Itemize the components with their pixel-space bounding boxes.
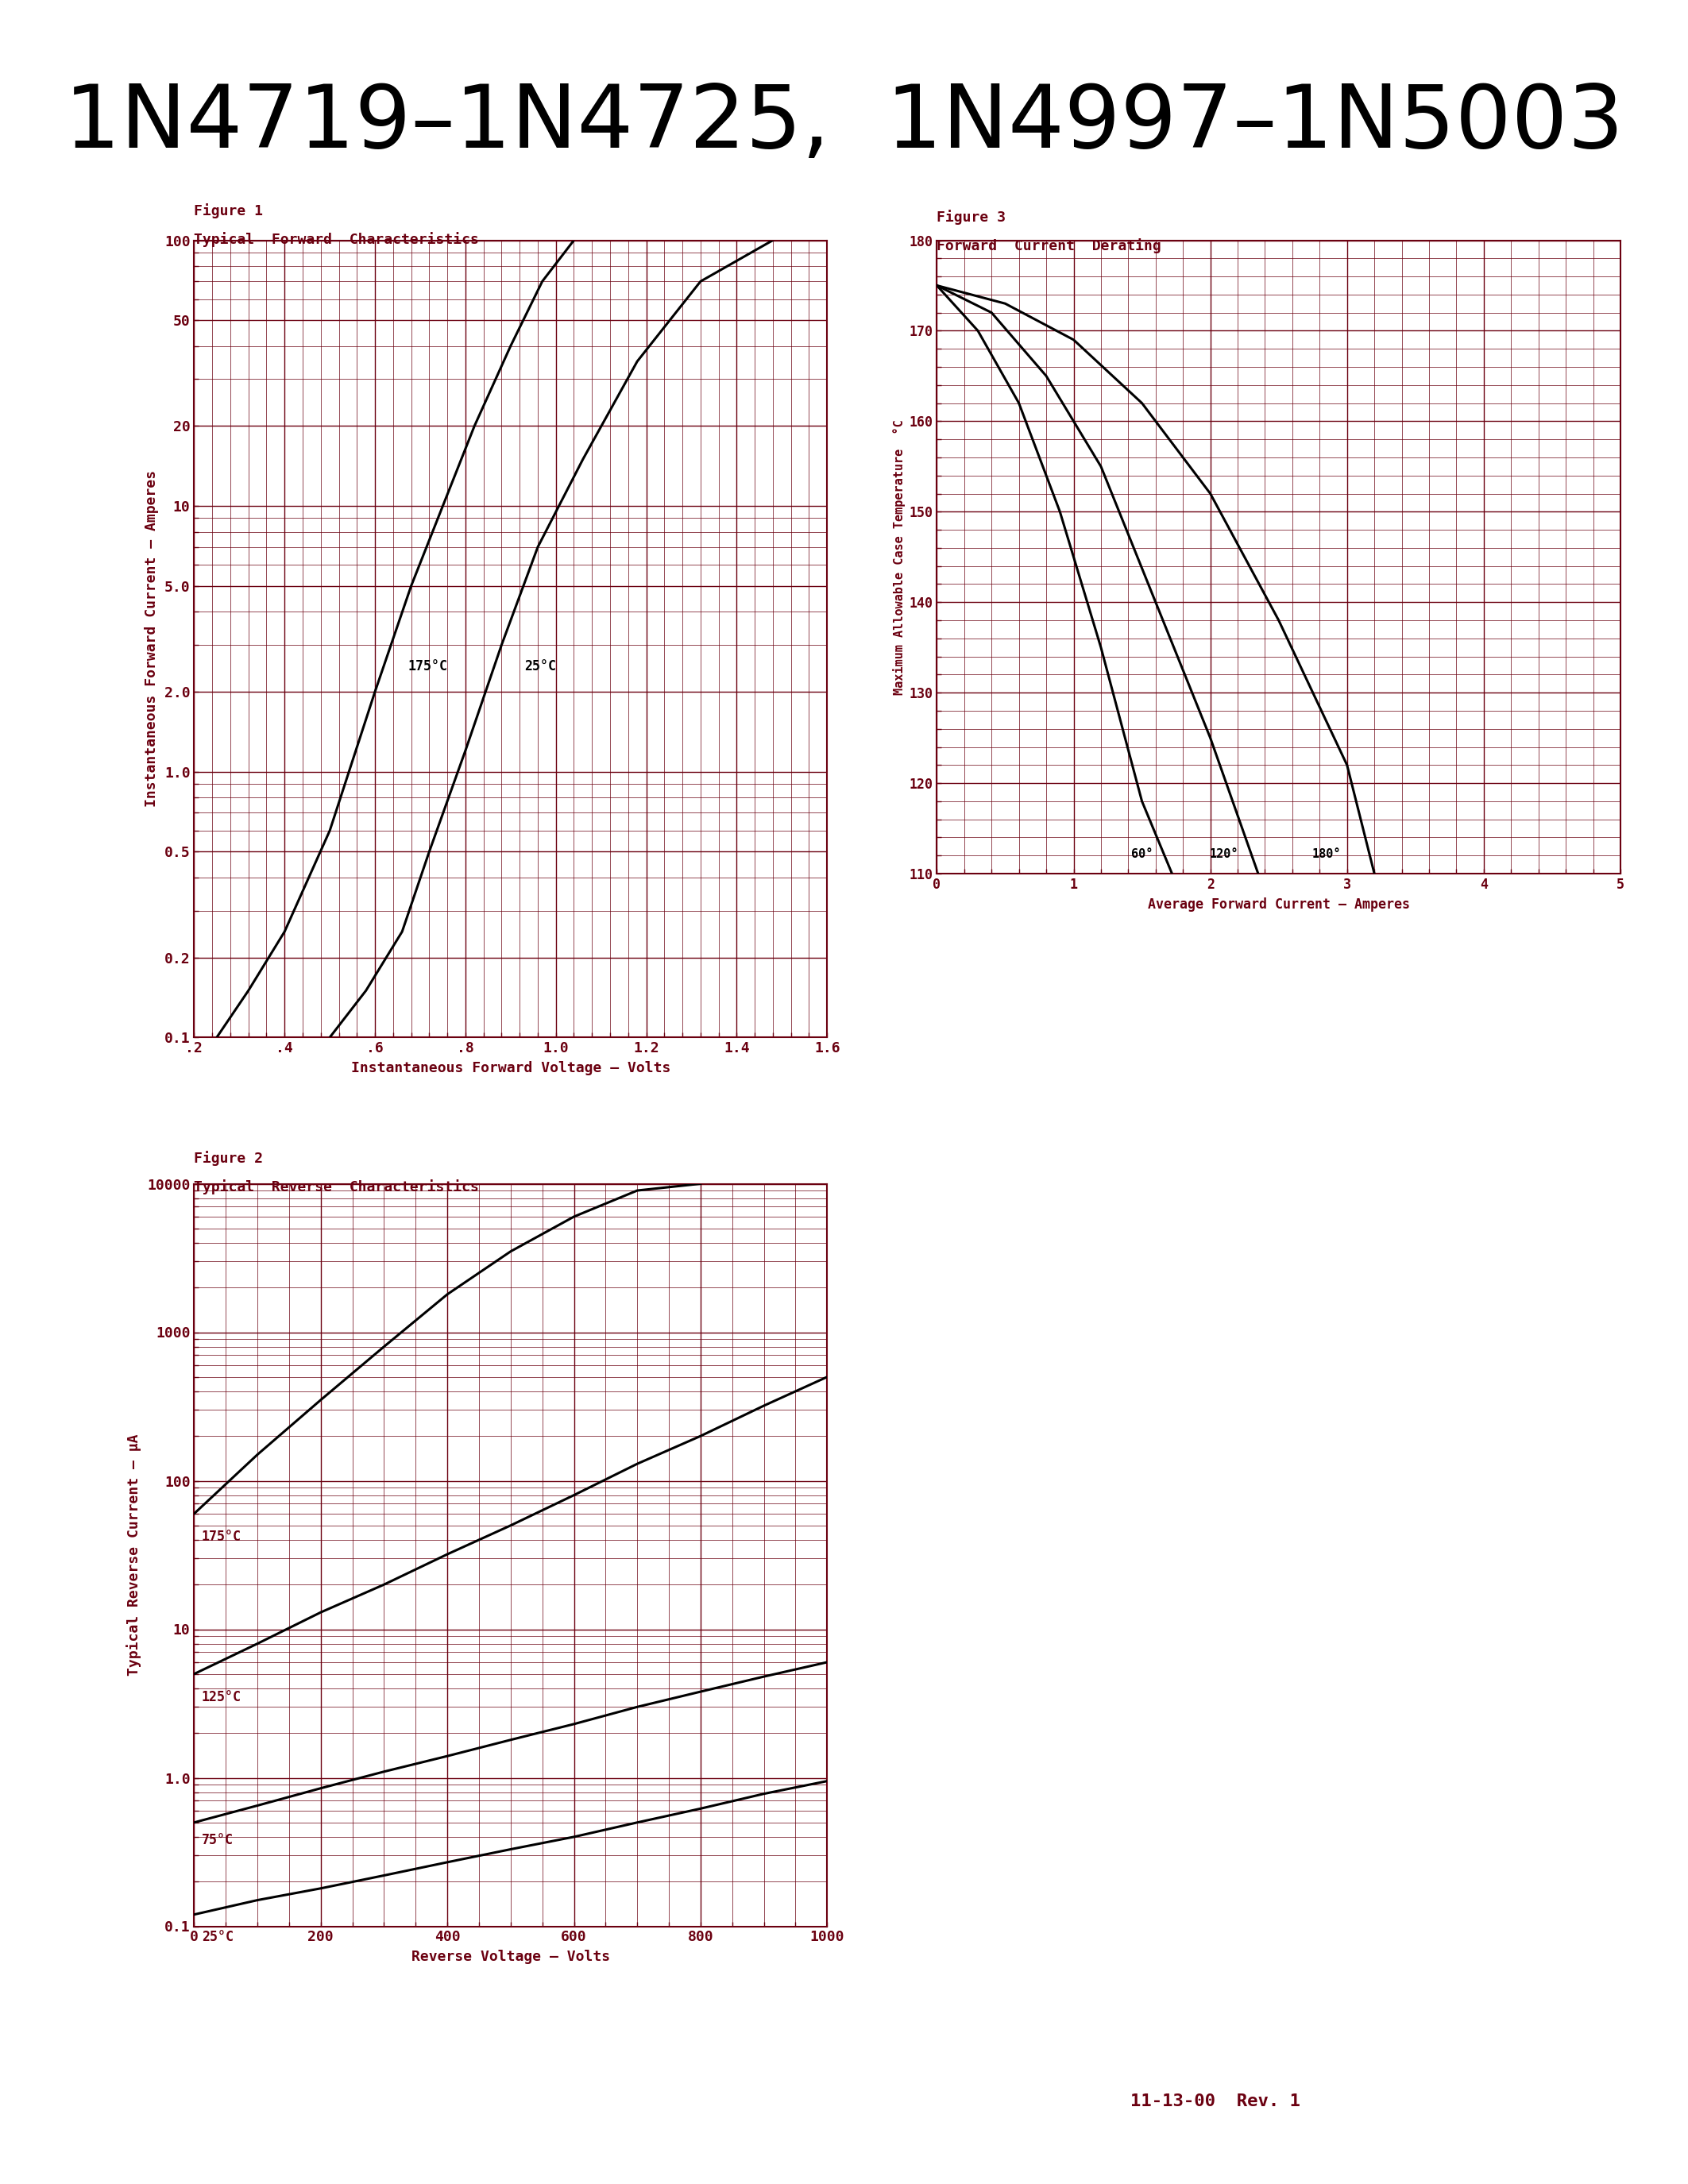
Text: 175°C: 175°C	[407, 660, 447, 673]
Text: 180°: 180°	[1312, 847, 1340, 860]
Y-axis label: Instantaneous Forward Current – Amperes: Instantaneous Forward Current – Amperes	[145, 470, 159, 808]
Y-axis label: Typical Reverse Current – μA: Typical Reverse Current – μA	[127, 1435, 142, 1675]
Text: Figure 1: Figure 1	[194, 203, 263, 218]
Y-axis label: Maximum Allowable Case Temperature  °C: Maximum Allowable Case Temperature °C	[893, 419, 906, 695]
Text: 25°C: 25°C	[525, 660, 555, 673]
X-axis label: Average Forward Current – Amperes: Average Forward Current – Amperes	[1148, 898, 1409, 911]
Text: Figure 3: Figure 3	[937, 210, 1006, 225]
Text: Typical  Reverse  Characteristics: Typical Reverse Characteristics	[194, 1179, 479, 1195]
Text: 120°: 120°	[1210, 847, 1239, 860]
Text: 175°C: 175°C	[203, 1529, 241, 1544]
Text: 75°C: 75°C	[203, 1832, 233, 1848]
Text: Typical  Forward  Characteristics: Typical Forward Characteristics	[194, 232, 479, 247]
Text: 125°C: 125°C	[203, 1690, 241, 1704]
Text: 1N4719–1N4725,  1N4997–1N5003: 1N4719–1N4725, 1N4997–1N5003	[64, 81, 1624, 166]
Text: 11-13-00  Rev. 1: 11-13-00 Rev. 1	[1131, 2092, 1300, 2110]
X-axis label: Reverse Voltage – Volts: Reverse Voltage – Volts	[412, 1950, 609, 1963]
Text: 60°: 60°	[1131, 847, 1153, 860]
X-axis label: Instantaneous Forward Voltage – Volts: Instantaneous Forward Voltage – Volts	[351, 1061, 670, 1075]
Text: Figure 2: Figure 2	[194, 1151, 263, 1166]
Text: Forward  Current  Derating: Forward Current Derating	[937, 238, 1161, 253]
Text: 25°C: 25°C	[203, 1931, 233, 1944]
